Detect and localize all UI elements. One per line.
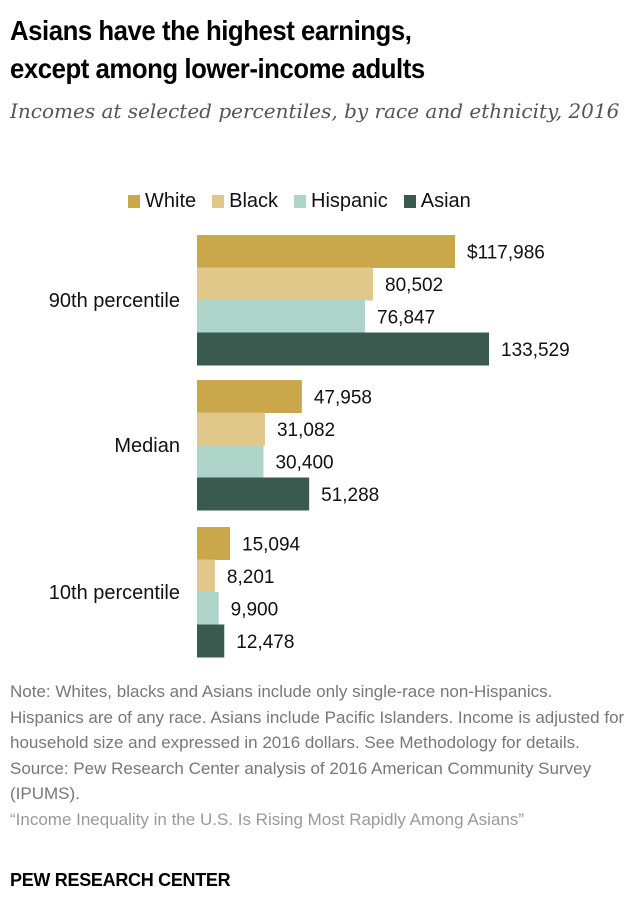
category-label-10th-percentile: 10th percentile [49,582,180,604]
chart-subtitle: Incomes at selected percentiles, by race… [10,99,620,123]
report-title: “Income Inequality in the U.S. Is Rising… [10,809,525,829]
legend-swatch-asian [403,195,416,208]
legend-item-hispanic: Hispanic [294,190,388,213]
bar-median-white [197,380,302,413]
legend-label-black: Black [229,190,279,212]
data-label-median-white: 47,958 [314,387,372,408]
bar-90th-percentile-white [197,235,456,268]
data-label-median-black: 31,082 [277,420,335,441]
bar-90th-percentile-black [197,267,374,301]
data-label-10th-percentile-white: 15,094 [242,534,301,555]
bar-chart: 90th percentile $117,986 80,502 76,847 133,5… [49,235,570,658]
category-label-90th-percentile: 90th percentile [49,290,180,312]
data-label-90th-percentile-white: $117,986 [467,242,545,263]
legend-label-hispanic: Hispanic [311,190,388,212]
legend: White Black Hispanic Asian [128,190,471,213]
chart-title: Asians have the highest earnings, except… [10,12,636,88]
bar-10th-percentile-asian [197,624,225,658]
bar-median-hispanic [197,445,264,478]
bar-90th-percentile-hispanic [197,300,366,333]
category-label-median: Median [114,435,180,457]
source-text: Source: Pew Research Center analysis of … [10,758,592,804]
bar-median-asian [197,477,310,511]
legend-swatch-hispanic [294,195,307,208]
data-label-10th-percentile-asian: 12,478 [236,632,294,653]
data-label-90th-percentile-hispanic: 76,847 [377,307,435,328]
bar-10th-percentile-hispanic [197,592,219,625]
data-label-median-asian: 51,288 [321,485,379,506]
legend-swatch-black [212,195,225,208]
pew-logo-text: PEW RESEARCH CENTER [10,870,231,890]
notes: Note: Whites, blacks and Asians include … [10,679,630,832]
legend-item-white: White [128,190,196,213]
data-label-10th-percentile-black: 8,201 [227,567,275,588]
legend-label-asian: Asian [420,190,471,212]
data-label-90th-percentile-asian: 133,529 [501,340,570,361]
bar-90th-percentile-asian [197,332,489,366]
note-text: Note: Whites, blacks and Asians include … [10,682,625,752]
legend-swatch-white [128,195,140,208]
bar-10th-percentile-white [197,527,231,560]
bar-median-black [197,412,265,446]
data-label-median-hispanic: 30,400 [275,452,333,473]
legend-label-white: White [145,190,197,212]
chart-title-line-1: Asians have the highest earnings, [10,15,412,46]
chart-title-line-2: except among lower-income adults [10,53,425,84]
data-label-90th-percentile-black: 80,502 [385,275,443,296]
bar-10th-percentile-black [197,559,215,593]
data-label-10th-percentile-hispanic: 9,900 [231,599,279,620]
legend-item-black: Black [212,190,278,213]
legend-item-asian: Asian [403,190,471,213]
